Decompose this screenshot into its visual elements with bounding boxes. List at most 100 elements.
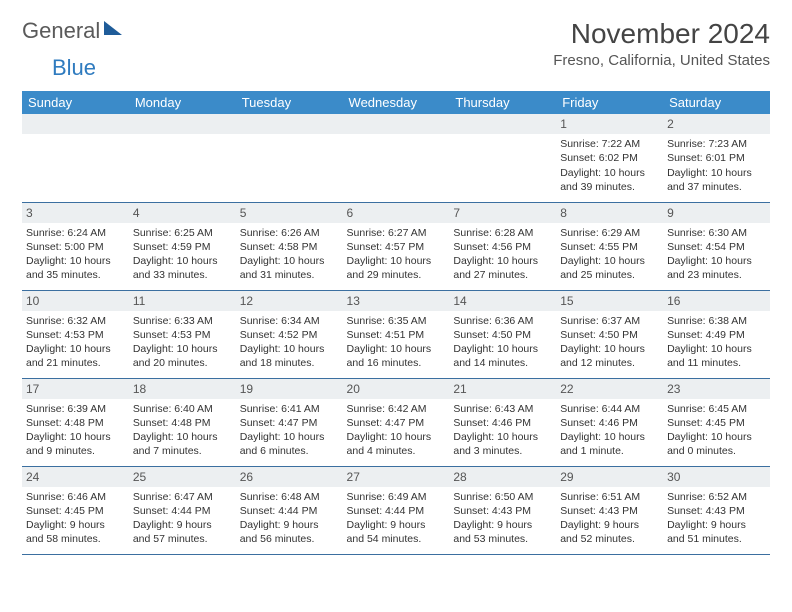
calendar-cell: 8Sunrise: 6:29 AMSunset: 4:55 PMDaylight… <box>556 202 663 290</box>
sunset-text: Sunset: 4:49 PM <box>667 328 766 342</box>
sunrise-text: Sunrise: 7:22 AM <box>560 137 659 151</box>
calendar-cell: 30Sunrise: 6:52 AMSunset: 4:43 PMDayligh… <box>663 466 770 554</box>
calendar-header: Sunday Monday Tuesday Wednesday Thursday… <box>22 91 770 114</box>
col-thursday: Thursday <box>449 91 556 114</box>
sunrise-text: Sunrise: 6:35 AM <box>347 314 446 328</box>
day-number: 9 <box>663 203 770 223</box>
page-title: November 2024 <box>553 18 770 50</box>
day-number: 25 <box>129 467 236 487</box>
logo-triangle-icon <box>104 21 122 35</box>
sunset-text: Sunset: 6:02 PM <box>560 151 659 165</box>
daylight-text: Daylight: 9 hours and 58 minutes. <box>26 518 125 546</box>
sunrise-text: Sunrise: 6:48 AM <box>240 490 339 504</box>
daylight-text: Daylight: 9 hours and 54 minutes. <box>347 518 446 546</box>
daylight-text: Daylight: 9 hours and 52 minutes. <box>560 518 659 546</box>
day-number <box>22 114 129 134</box>
sunset-text: Sunset: 4:43 PM <box>560 504 659 518</box>
day-number: 1 <box>556 114 663 134</box>
sunrise-text: Sunrise: 6:38 AM <box>667 314 766 328</box>
sunrise-text: Sunrise: 6:50 AM <box>453 490 552 504</box>
col-saturday: Saturday <box>663 91 770 114</box>
sunrise-text: Sunrise: 6:44 AM <box>560 402 659 416</box>
daylight-text: Daylight: 10 hours and 33 minutes. <box>133 254 232 282</box>
col-monday: Monday <box>129 91 236 114</box>
daylight-text: Daylight: 10 hours and 6 minutes. <box>240 430 339 458</box>
daylight-text: Daylight: 10 hours and 27 minutes. <box>453 254 552 282</box>
daylight-text: Daylight: 10 hours and 4 minutes. <box>347 430 446 458</box>
day-number: 30 <box>663 467 770 487</box>
daylight-text: Daylight: 9 hours and 53 minutes. <box>453 518 552 546</box>
day-number: 20 <box>343 379 450 399</box>
daylight-text: Daylight: 10 hours and 16 minutes. <box>347 342 446 370</box>
sunset-text: Sunset: 4:43 PM <box>453 504 552 518</box>
calendar-cell: 27Sunrise: 6:49 AMSunset: 4:44 PMDayligh… <box>343 466 450 554</box>
daylight-text: Daylight: 10 hours and 11 minutes. <box>667 342 766 370</box>
sunset-text: Sunset: 4:47 PM <box>240 416 339 430</box>
calendar-cell: 5Sunrise: 6:26 AMSunset: 4:58 PMDaylight… <box>236 202 343 290</box>
daylight-text: Daylight: 10 hours and 1 minute. <box>560 430 659 458</box>
sunrise-text: Sunrise: 6:27 AM <box>347 226 446 240</box>
calendar-week: 1Sunrise: 7:22 AMSunset: 6:02 PMDaylight… <box>22 114 770 202</box>
daylight-text: Daylight: 10 hours and 39 minutes. <box>560 166 659 194</box>
day-number <box>449 114 556 134</box>
calendar-cell: 26Sunrise: 6:48 AMSunset: 4:44 PMDayligh… <box>236 466 343 554</box>
daylight-text: Daylight: 10 hours and 3 minutes. <box>453 430 552 458</box>
calendar-cell: 9Sunrise: 6:30 AMSunset: 4:54 PMDaylight… <box>663 202 770 290</box>
col-tuesday: Tuesday <box>236 91 343 114</box>
calendar-cell: 23Sunrise: 6:45 AMSunset: 4:45 PMDayligh… <box>663 378 770 466</box>
calendar-body: 1Sunrise: 7:22 AMSunset: 6:02 PMDaylight… <box>22 114 770 554</box>
sunrise-text: Sunrise: 6:42 AM <box>347 402 446 416</box>
sunset-text: Sunset: 4:55 PM <box>560 240 659 254</box>
calendar-cell: 13 Sunrise: 6:35 AMSunset: 4:51 PMDayligh… <box>343 290 450 378</box>
day-number: 23 <box>663 379 770 399</box>
calendar-cell: 18Sunrise: 6:40 AMSunset: 4:48 PMDayligh… <box>129 378 236 466</box>
sunrise-text: Sunrise: 6:41 AM <box>240 402 339 416</box>
logo-text-general: General <box>22 18 100 44</box>
daylight-text: Daylight: 10 hours and 31 minutes. <box>240 254 339 282</box>
daylight-text: Daylight: 10 hours and 12 minutes. <box>560 342 659 370</box>
col-friday: Friday <box>556 91 663 114</box>
sunset-text: Sunset: 4:45 PM <box>667 416 766 430</box>
sunrise-text: Sunrise: 6:49 AM <box>347 490 446 504</box>
calendar-cell: 14Sunrise: 6:36 AMSunset: 4:50 PMDayligh… <box>449 290 556 378</box>
col-sunday: Sunday <box>22 91 129 114</box>
sunset-text: Sunset: 4:50 PM <box>453 328 552 342</box>
day-number: 21 <box>449 379 556 399</box>
calendar-cell: 24Sunrise: 6:46 AMSunset: 4:45 PMDayligh… <box>22 466 129 554</box>
day-number: 6 <box>343 203 450 223</box>
calendar-cell: 29Sunrise: 6:51 AMSunset: 4:43 PMDayligh… <box>556 466 663 554</box>
sunrise-text: Sunrise: 6:39 AM <box>26 402 125 416</box>
daylight-text: Daylight: 10 hours and 37 minutes. <box>667 166 766 194</box>
col-wednesday: Wednesday <box>343 91 450 114</box>
day-number: 19 <box>236 379 343 399</box>
sunset-text: Sunset: 4:50 PM <box>560 328 659 342</box>
day-number: 12 <box>236 291 343 311</box>
calendar-cell: 28Sunrise: 6:50 AMSunset: 4:43 PMDayligh… <box>449 466 556 554</box>
calendar-cell: 15Sunrise: 6:37 AMSunset: 4:50 PMDayligh… <box>556 290 663 378</box>
page: General November 2024 Fresno, California… <box>0 0 792 565</box>
sunset-text: Sunset: 4:48 PM <box>133 416 232 430</box>
sunrise-text: Sunrise: 6:46 AM <box>26 490 125 504</box>
daylight-text: Daylight: 10 hours and 23 minutes. <box>667 254 766 282</box>
day-number: 13 <box>343 291 450 311</box>
daylight-text: Daylight: 10 hours and 14 minutes. <box>453 342 552 370</box>
calendar-cell <box>22 114 129 202</box>
sunset-text: Sunset: 4:53 PM <box>26 328 125 342</box>
calendar-cell: 10Sunrise: 6:32 AMSunset: 4:53 PMDayligh… <box>22 290 129 378</box>
calendar-week: 3Sunrise: 6:24 AMSunset: 5:00 PMDaylight… <box>22 202 770 290</box>
day-number: 18 <box>129 379 236 399</box>
sunset-text: Sunset: 4:51 PM <box>347 328 446 342</box>
daylight-text: Daylight: 9 hours and 51 minutes. <box>667 518 766 546</box>
day-number: 26 <box>236 467 343 487</box>
day-number <box>129 114 236 134</box>
sunset-text: Sunset: 4:53 PM <box>133 328 232 342</box>
sunset-text: Sunset: 4:44 PM <box>240 504 339 518</box>
sunrise-text: Sunrise: 6:34 AM <box>240 314 339 328</box>
day-number: 7 <box>449 203 556 223</box>
daylight-text: Daylight: 10 hours and 35 minutes. <box>26 254 125 282</box>
sunset-text: Sunset: 4:47 PM <box>347 416 446 430</box>
daylight-text: Daylight: 10 hours and 25 minutes. <box>560 254 659 282</box>
sunrise-text: Sunrise: 6:29 AM <box>560 226 659 240</box>
sunrise-text: Sunrise: 6:37 AM <box>560 314 659 328</box>
sunset-text: Sunset: 4:43 PM <box>667 504 766 518</box>
